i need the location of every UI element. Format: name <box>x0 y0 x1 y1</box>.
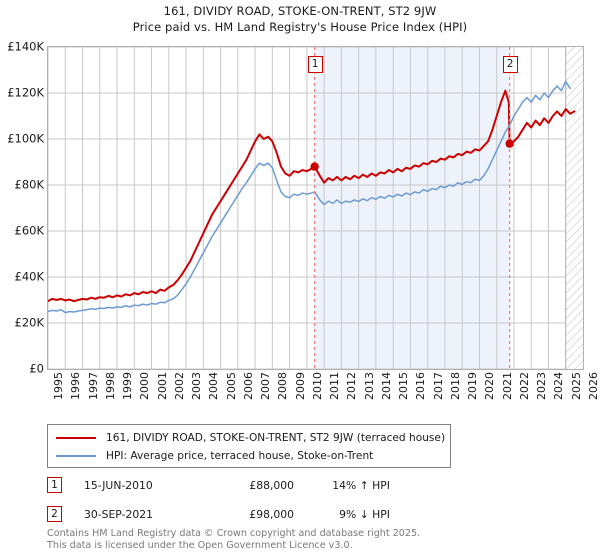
footer-line-1: Contains HM Land Registry data © Crown c… <box>47 528 421 539</box>
y-axis-tick-label: £140K <box>7 39 44 54</box>
y-axis-tick-label: £20K <box>14 315 45 330</box>
chart-legend: 161, DIVIDY ROAD, STOKE-ON-TRENT, ST2 9J… <box>47 424 451 468</box>
legend-item-hpi: HPI: Average price, terraced house, Stok… <box>48 447 450 465</box>
page-title: 161, DIVIDY ROAD, STOKE-ON-TRENT, ST2 9J… <box>163 4 437 18</box>
x-axis-tick-label: 1997 <box>86 372 100 400</box>
chart-canvas <box>48 47 583 369</box>
y-axis-tick-label: £80K <box>14 177 45 192</box>
x-axis-tick-label: 2014 <box>379 372 393 400</box>
x-axis-tick-label: 2009 <box>293 372 307 400</box>
transaction-price-2: £98,000 <box>249 507 294 521</box>
x-axis-tick-label: 2024 <box>552 372 566 400</box>
x-axis-tick-label: 2022 <box>517 372 531 400</box>
x-axis-tick-label: 2001 <box>155 372 169 400</box>
chart-plot-area <box>47 46 584 370</box>
x-axis-tick-label: 2025 <box>569 372 583 400</box>
transaction-row-2: 2 30-SEP-2021 £98,000 9% ↓ HPI <box>47 504 507 524</box>
x-axis-tick-label: 2018 <box>448 372 462 400</box>
x-axis-tick-label: 2017 <box>431 372 445 400</box>
footer-line-2: This data is licensed under the Open Gov… <box>47 539 353 551</box>
x-axis-tick-label: 1995 <box>52 372 65 400</box>
x-axis-tick-label: 2021 <box>500 372 514 400</box>
transaction-hpi-delta-1: 14% ↑ HPI <box>332 478 390 492</box>
transaction-date-2: 30-SEP-2021 <box>84 507 153 521</box>
x-axis-tick-label: 2020 <box>483 372 497 400</box>
legend-swatch-hpi <box>56 455 96 457</box>
x-axis-tick-label: 2013 <box>362 372 376 400</box>
x-axis-tick-label: 1996 <box>69 372 83 400</box>
y-axis-labels: £0 £20K £40K £60K £80K £100K £120K £140K <box>0 41 45 375</box>
x-axis-tick-label: 2004 <box>207 372 221 400</box>
x-axis-tick-label: 2002 <box>172 372 186 400</box>
x-axis-tick-label: 2005 <box>224 372 238 400</box>
footer-attribution: Contains HM Land Registry data © Crown c… <box>47 528 587 551</box>
x-axis-tick-label: 2016 <box>414 372 428 400</box>
transaction-number-1: 1 <box>47 477 62 493</box>
legend-swatch-price-paid <box>56 437 96 439</box>
y-axis-tick-label: £100K <box>7 131 44 146</box>
transaction-date-1: 15-JUN-2010 <box>84 478 153 492</box>
chart-marker-flag-2[interactable]: 2 <box>502 56 518 73</box>
x-axis-tick-label: 2007 <box>259 372 273 400</box>
legend-label-hpi: HPI: Average price, terraced house, Stok… <box>106 450 374 462</box>
x-axis-tick-label: 1999 <box>121 372 135 400</box>
legend-item-price-paid: 161, DIVIDY ROAD, STOKE-ON-TRENT, ST2 9J… <box>48 429 450 447</box>
page-subtitle: Price paid vs. HM Land Registry's House … <box>132 20 468 34</box>
transaction-price-1: £88,000 <box>249 478 294 492</box>
x-axis-tick-label: 2012 <box>345 372 359 400</box>
x-axis-tick-label: 2008 <box>276 372 290 400</box>
x-axis-tick-label: 2006 <box>241 372 255 400</box>
x-axis-tick-label: 2003 <box>190 372 204 400</box>
legend-label-price-paid: 161, DIVIDY ROAD, STOKE-ON-TRENT, ST2 9J… <box>106 432 446 444</box>
x-axis-tick-label: 2015 <box>397 372 411 400</box>
x-axis-tick-label: 2023 <box>535 372 549 400</box>
x-axis-tick-label: 2019 <box>466 372 480 400</box>
y-axis-tick-label: £60K <box>14 223 45 238</box>
transaction-number-2: 2 <box>47 506 62 522</box>
chart-title-block: 161, DIVIDY ROAD, STOKE-ON-TRENT, ST2 9J… <box>0 3 600 35</box>
x-axis-tick-label: 2026 <box>587 372 600 400</box>
x-axis-tick-label: 2011 <box>328 372 342 400</box>
chart-marker-flag-1[interactable]: 1 <box>307 56 323 73</box>
x-axis-tick-label: 2000 <box>138 372 152 400</box>
transaction-row-1: 1 15-JUN-2010 £88,000 14% ↑ HPI <box>47 475 507 495</box>
y-axis-tick-label: £40K <box>14 269 45 284</box>
y-axis-tick-label: £120K <box>7 85 44 100</box>
y-axis-tick-label: £0 <box>29 361 44 376</box>
transaction-hpi-delta-2: 9% ↓ HPI <box>339 507 390 521</box>
x-axis-tick-label: 1998 <box>103 372 117 400</box>
x-axis-tick-label: 2010 <box>310 372 324 400</box>
x-axis-labels: 1995 1996 1997 1998 1999 2000 2001 2002 2003 2004… <box>47 372 600 416</box>
